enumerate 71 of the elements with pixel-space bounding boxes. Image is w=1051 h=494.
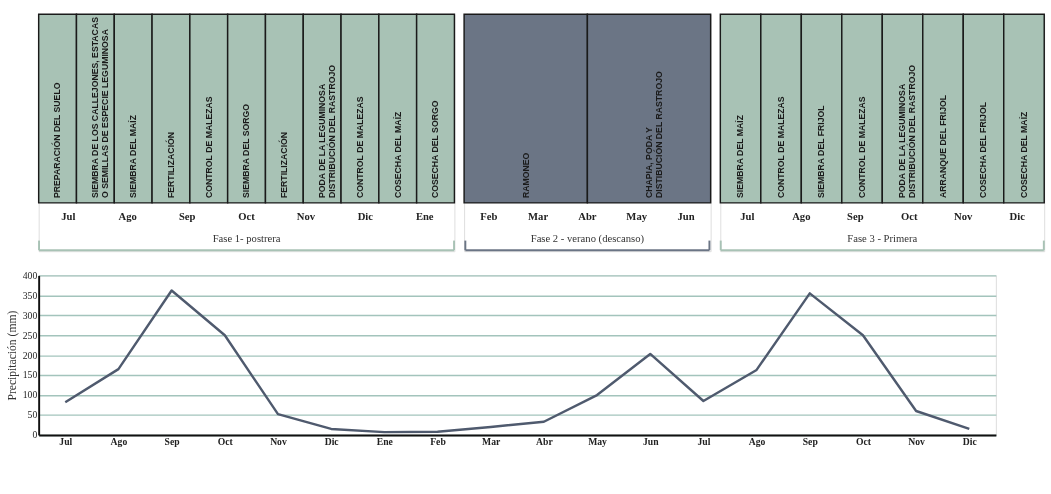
text: Abr — [578, 211, 597, 223]
category-label: RAMONEO — [520, 152, 531, 199]
category-label: CONTROL DE MALEZAS — [354, 96, 365, 199]
x-tick-label: Nov — [270, 436, 287, 448]
text: Nov — [296, 211, 316, 223]
x-tick-label: Sep — [802, 436, 818, 448]
y-axis-title: Precipitación (mm) — [5, 310, 19, 401]
category-label: CHAPIA, PODA Y DISTIBUCIÓN DEL RASTROJO — [643, 71, 664, 199]
x-tick-label: Jun — [642, 436, 660, 448]
text: Nov — [954, 211, 974, 223]
x-tick-label: Ago — [748, 436, 766, 448]
category-label: SIEMBRA DEL SORGO — [241, 103, 252, 199]
text: Feb — [480, 211, 498, 223]
category-label: SIEMBRA DE LOS CALLEJONES, ESTACAS O SEMILLAS DE ESPECIE LEGUMINOSA — [90, 16, 110, 199]
category-label: COSECHA DEL FRIJOL — [978, 101, 989, 199]
text: Oct — [238, 211, 256, 223]
text: Jul — [740, 211, 755, 223]
x-tick-label: Ene — [376, 436, 394, 448]
text: May — [626, 211, 648, 223]
text: Fase 1- postrera — [212, 232, 281, 244]
x-tick-label: Oct — [217, 436, 234, 448]
x-tick-label: Ago — [110, 436, 128, 448]
x-tick-label: Jul — [59, 436, 73, 448]
text: Oct — [901, 211, 918, 223]
text: Ene — [415, 211, 434, 223]
y-tick-label: 150 — [22, 369, 38, 381]
y-tick-label: 50 — [27, 409, 38, 421]
category-label: SIEMBRA DEL FRIJOL — [816, 104, 827, 199]
text: Mar — [528, 211, 549, 223]
text: Ago — [792, 211, 811, 223]
category-label: ARRANQUE DEL FRIJOL — [937, 94, 948, 199]
text: Dic — [1009, 211, 1026, 223]
text: Sep — [178, 211, 196, 223]
category-label: CONTROL DE MALEZAS — [856, 96, 867, 199]
y-tick-label: 350 — [22, 289, 38, 301]
category-label: COSECHA DEL MAÍZ — [1018, 110, 1029, 199]
x-tick-label: Jul — [697, 436, 711, 448]
category-label: FERTILIZACIÓN — [164, 131, 176, 199]
category-label: PREPARACIÓN DEL SUELO — [51, 82, 63, 199]
text: Ago — [118, 211, 137, 223]
y-tick-label: 400 — [22, 269, 38, 281]
x-tick-label: Dic — [962, 436, 978, 448]
x-tick-label: May — [588, 436, 608, 448]
text: Jun — [677, 211, 695, 223]
x-tick-label: Feb — [430, 436, 446, 448]
category-label: CONTROL DE MALEZAS — [775, 96, 786, 199]
x-tick-label: Sep — [164, 436, 180, 448]
x-tick-label: Mar — [482, 436, 501, 448]
category-label: CONTROL DE MALEZAS — [203, 96, 214, 199]
category-label: COSECHA DEL SORGO — [430, 100, 441, 199]
x-tick-label: Oct — [855, 436, 872, 448]
text: Jul — [61, 211, 76, 223]
y-tick-label: 200 — [22, 349, 38, 361]
y-tick-label: 250 — [22, 329, 38, 341]
y-tick-label: 300 — [22, 309, 38, 321]
x-tick-label: Nov — [908, 436, 926, 448]
y-tick-label: 100 — [22, 389, 38, 401]
category-label: PODA DE LA LEGUMINOSA DISTRIBUCIÓN DEL RASTROJO — [317, 64, 337, 199]
category-label: FERTILIZACIÓN — [278, 131, 290, 199]
line-series — [64, 289, 971, 434]
text: Sep — [847, 211, 864, 223]
text: Fase 2 - verano (descanso) — [530, 232, 645, 245]
text: Dic — [357, 211, 374, 223]
category-label: SIEMBRA DEL MAÍZ — [128, 114, 139, 199]
category-label: SIEMBRA DEL MAÍZ — [735, 114, 746, 199]
category-label: COSECHA DEL MAÍZ — [392, 110, 403, 199]
category-label: PODA DE LA LEGUMINOSA DISTRIBUCIÓN DEL RASTROJO — [897, 64, 918, 199]
text: Fase 3 - Primera — [847, 232, 918, 244]
x-tick-label: Dic — [324, 436, 340, 448]
y-tick-label: 0 — [32, 429, 38, 441]
x-tick-label: Abr — [536, 436, 554, 448]
